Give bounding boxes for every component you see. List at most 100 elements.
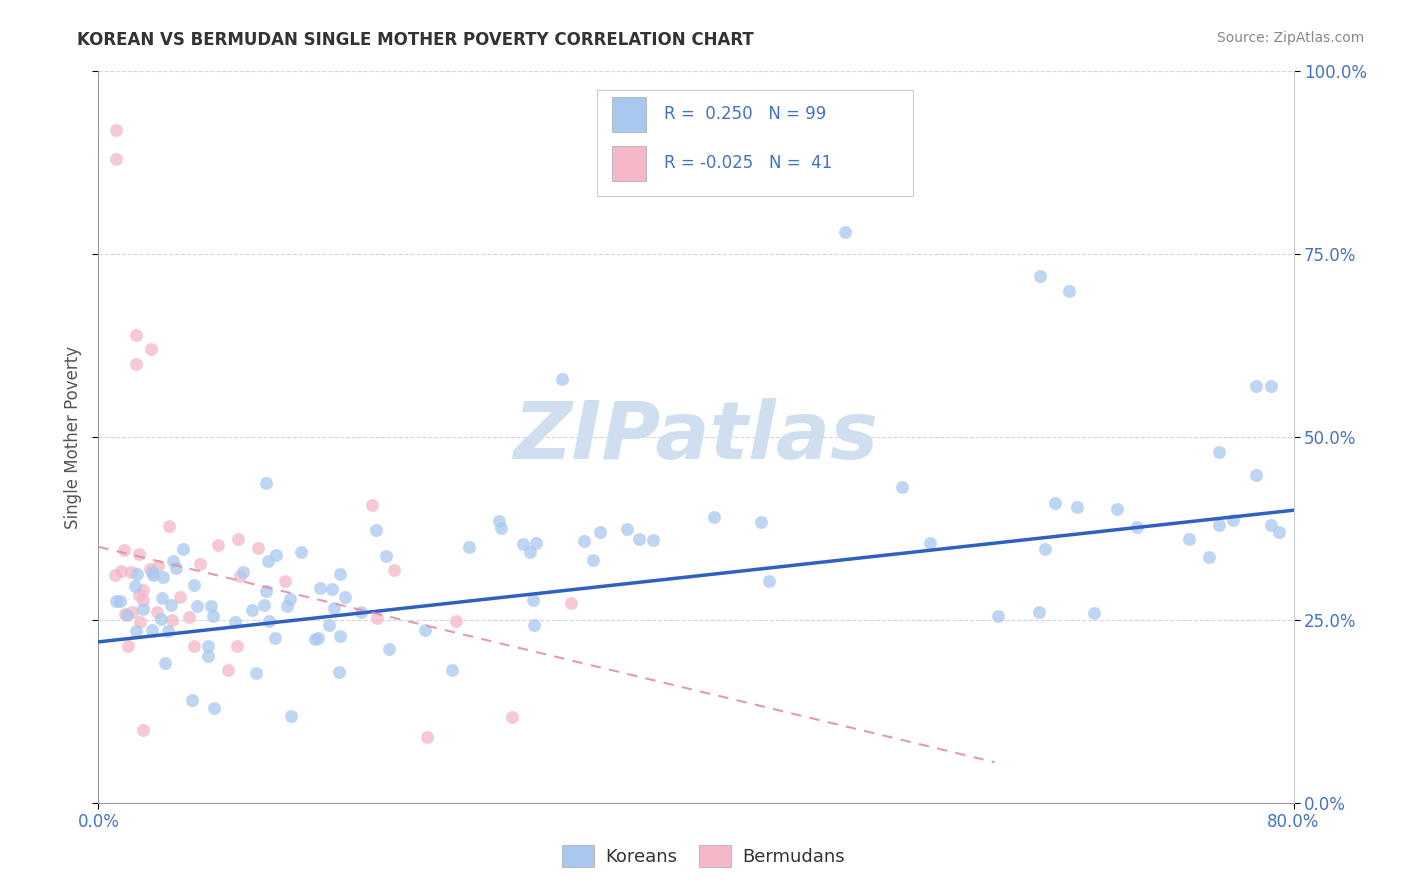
Point <box>124 579 146 593</box>
Point <box>125 357 148 371</box>
Point <box>749 515 772 529</box>
Point <box>256 554 278 568</box>
Point <box>257 614 280 628</box>
Point <box>834 225 856 239</box>
Point <box>200 599 222 614</box>
Point <box>278 592 301 607</box>
Point <box>240 603 263 617</box>
Point <box>183 639 205 653</box>
Point <box>643 533 665 548</box>
Point <box>145 605 167 619</box>
Text: ZIPatlas: ZIPatlas <box>513 398 879 476</box>
Point <box>172 542 194 557</box>
Point <box>141 624 163 638</box>
Point <box>329 629 352 643</box>
Point <box>1083 607 1105 621</box>
Point <box>366 611 388 625</box>
Point <box>628 532 651 546</box>
Point <box>1178 533 1201 547</box>
Point <box>416 730 439 744</box>
Point <box>329 567 352 582</box>
Point <box>290 544 312 558</box>
Point <box>139 343 162 357</box>
Point <box>263 631 285 645</box>
Point <box>197 649 219 664</box>
Point <box>280 709 302 723</box>
Text: Source: ZipAtlas.com: Source: ZipAtlas.com <box>1216 31 1364 45</box>
Point <box>1260 379 1282 393</box>
Point <box>245 666 267 681</box>
Point <box>366 523 388 537</box>
Point <box>1066 500 1088 514</box>
Point <box>104 567 127 582</box>
Point <box>274 574 297 589</box>
Point <box>165 561 187 575</box>
Point <box>440 663 463 677</box>
Point <box>987 608 1010 623</box>
Point <box>225 640 247 654</box>
Point <box>207 538 229 552</box>
Point <box>125 327 148 342</box>
Point <box>1028 269 1050 284</box>
Point <box>162 553 184 567</box>
Point <box>458 540 481 554</box>
Point <box>519 545 541 559</box>
Point <box>264 548 287 562</box>
Point <box>1126 520 1149 534</box>
Point <box>254 475 277 490</box>
Point <box>309 581 332 595</box>
Point <box>1260 517 1282 532</box>
Point <box>318 618 340 632</box>
Point <box>226 532 249 546</box>
Point <box>254 584 277 599</box>
Point <box>160 613 183 627</box>
Point <box>188 557 211 571</box>
Point <box>153 656 176 670</box>
Point <box>523 617 546 632</box>
Point <box>157 518 180 533</box>
Point <box>157 624 180 639</box>
Text: R =  0.250   N = 99: R = 0.250 N = 99 <box>664 104 825 123</box>
Point <box>169 590 191 604</box>
Point <box>512 537 534 551</box>
Point <box>132 592 155 607</box>
Point <box>247 541 270 555</box>
Point <box>335 590 357 604</box>
Point <box>121 605 143 619</box>
Point <box>703 510 725 524</box>
Point <box>197 639 219 653</box>
Point <box>1208 444 1230 458</box>
Point <box>127 566 149 581</box>
Point <box>141 565 163 579</box>
Point <box>159 598 181 612</box>
Point <box>501 710 523 724</box>
Point <box>110 594 132 608</box>
Point <box>217 663 239 677</box>
Point <box>117 639 139 653</box>
Point <box>616 523 638 537</box>
Point <box>128 547 150 561</box>
Point <box>105 152 128 166</box>
Point <box>202 701 225 715</box>
Point <box>382 563 405 577</box>
Bar <box>613 97 645 132</box>
Point <box>350 606 373 620</box>
Point <box>375 549 398 563</box>
Point <box>321 582 343 596</box>
Point <box>177 609 200 624</box>
Point <box>104 594 127 608</box>
Point <box>112 542 135 557</box>
Point <box>582 553 605 567</box>
Point <box>550 371 572 385</box>
Point <box>524 536 547 550</box>
Point <box>1208 517 1230 532</box>
Text: KOREAN VS BERMUDAN SINGLE MOTHER POVERTY CORRELATION CHART: KOREAN VS BERMUDAN SINGLE MOTHER POVERTY… <box>77 31 754 49</box>
Point <box>114 607 136 622</box>
Point <box>360 498 382 512</box>
Point <box>920 536 942 550</box>
Point <box>124 624 146 638</box>
Point <box>758 574 780 589</box>
Y-axis label: Single Mother Poverty: Single Mother Poverty <box>63 345 82 529</box>
Point <box>307 631 329 645</box>
Point <box>560 596 582 610</box>
